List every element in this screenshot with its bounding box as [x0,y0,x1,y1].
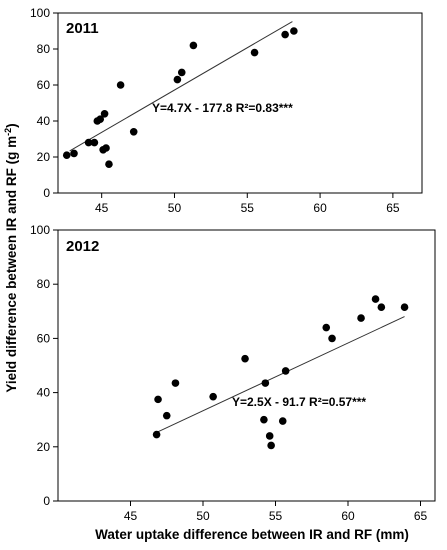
data-point [84,138,93,147]
data-point [281,367,290,375]
data-point [152,430,161,439]
data-point [322,323,331,332]
data-point [357,314,365,322]
data-point [400,303,409,312]
data-point [278,417,287,425]
panel-title: 2012 [66,238,99,255]
y-axis-label: Yield difference between IR and RF (g m-… [3,123,19,392]
data-point [177,68,186,77]
regression-equation: Y=2.5X - 91.7 R²=0.57*** [232,395,366,409]
y-axis-label-end: ) [4,123,19,128]
x-tick-label: 45 [124,509,138,523]
y-tick-label: 80 [37,277,51,291]
data-point [171,379,180,387]
data-point [290,27,298,35]
y-axis-label-superscript: -2 [3,128,13,136]
y-tick-label: 40 [37,386,51,400]
data-point [250,48,259,57]
data-point [102,144,110,152]
x-tick-label: 60 [341,509,355,523]
data-point [328,334,336,343]
panel-title: 2011 [66,20,99,37]
x-tick-label: 55 [269,509,283,523]
regression-line [69,21,293,152]
panel-2012: 0 20 40 60 80 100 45 50 55 60 65 2012 Y=2.5X - 91.7 … [30,223,436,523]
data-point [173,75,182,84]
y-tick-label: 100 [30,223,50,237]
plot-frame [57,229,436,502]
data-point [100,110,109,118]
data-point [281,30,289,39]
x-axis-label: Water uptake difference between IR and R… [95,527,409,542]
y-tick-label: 80 [37,42,51,56]
data-point [62,151,71,159]
data-point [162,411,171,420]
x-tick-label: 45 [95,201,109,215]
y-tick-label: 100 [30,6,50,20]
y-tick-label: 60 [37,78,51,92]
data-point [209,392,217,401]
data-point [116,81,125,89]
y-tick-label: 60 [37,331,51,345]
y-tick-label: 0 [43,494,50,508]
x-tick-label: 50 [196,509,210,523]
data-point [261,379,270,387]
panel-2011: 0 20 40 60 80 100 45 50 55 60 65 2011 Y=4.7X - 177.8… [30,6,423,215]
x-tick-label: 60 [313,201,327,215]
y-tick-label: 40 [37,114,51,128]
y-tick-label: 20 [37,440,51,454]
x-tick-label: 55 [241,201,255,215]
x-tick-label: 65 [414,509,428,523]
data-point [96,115,105,123]
data-point [70,149,78,158]
plot-frame [57,12,423,194]
data-point [154,395,162,404]
y-tick-label: 20 [37,150,51,164]
data-point [90,138,99,147]
y-tick-label: 0 [43,186,50,200]
regression-equation: Y=4.7X - 177.8 R²=0.83*** [152,101,293,115]
regression-line [156,316,405,433]
data-point [267,441,275,450]
data-point [189,41,198,50]
data-point [105,160,113,168]
x-tick-label: 50 [168,201,182,215]
x-tick-label: 65 [386,201,400,215]
data-point [377,303,386,312]
data-point [129,128,138,136]
y-axis-label-main: Yield difference between IR and RF (g m [4,136,19,393]
data-point [371,295,380,303]
data-point [241,354,249,363]
data-point [260,415,268,424]
data-point [265,432,274,440]
